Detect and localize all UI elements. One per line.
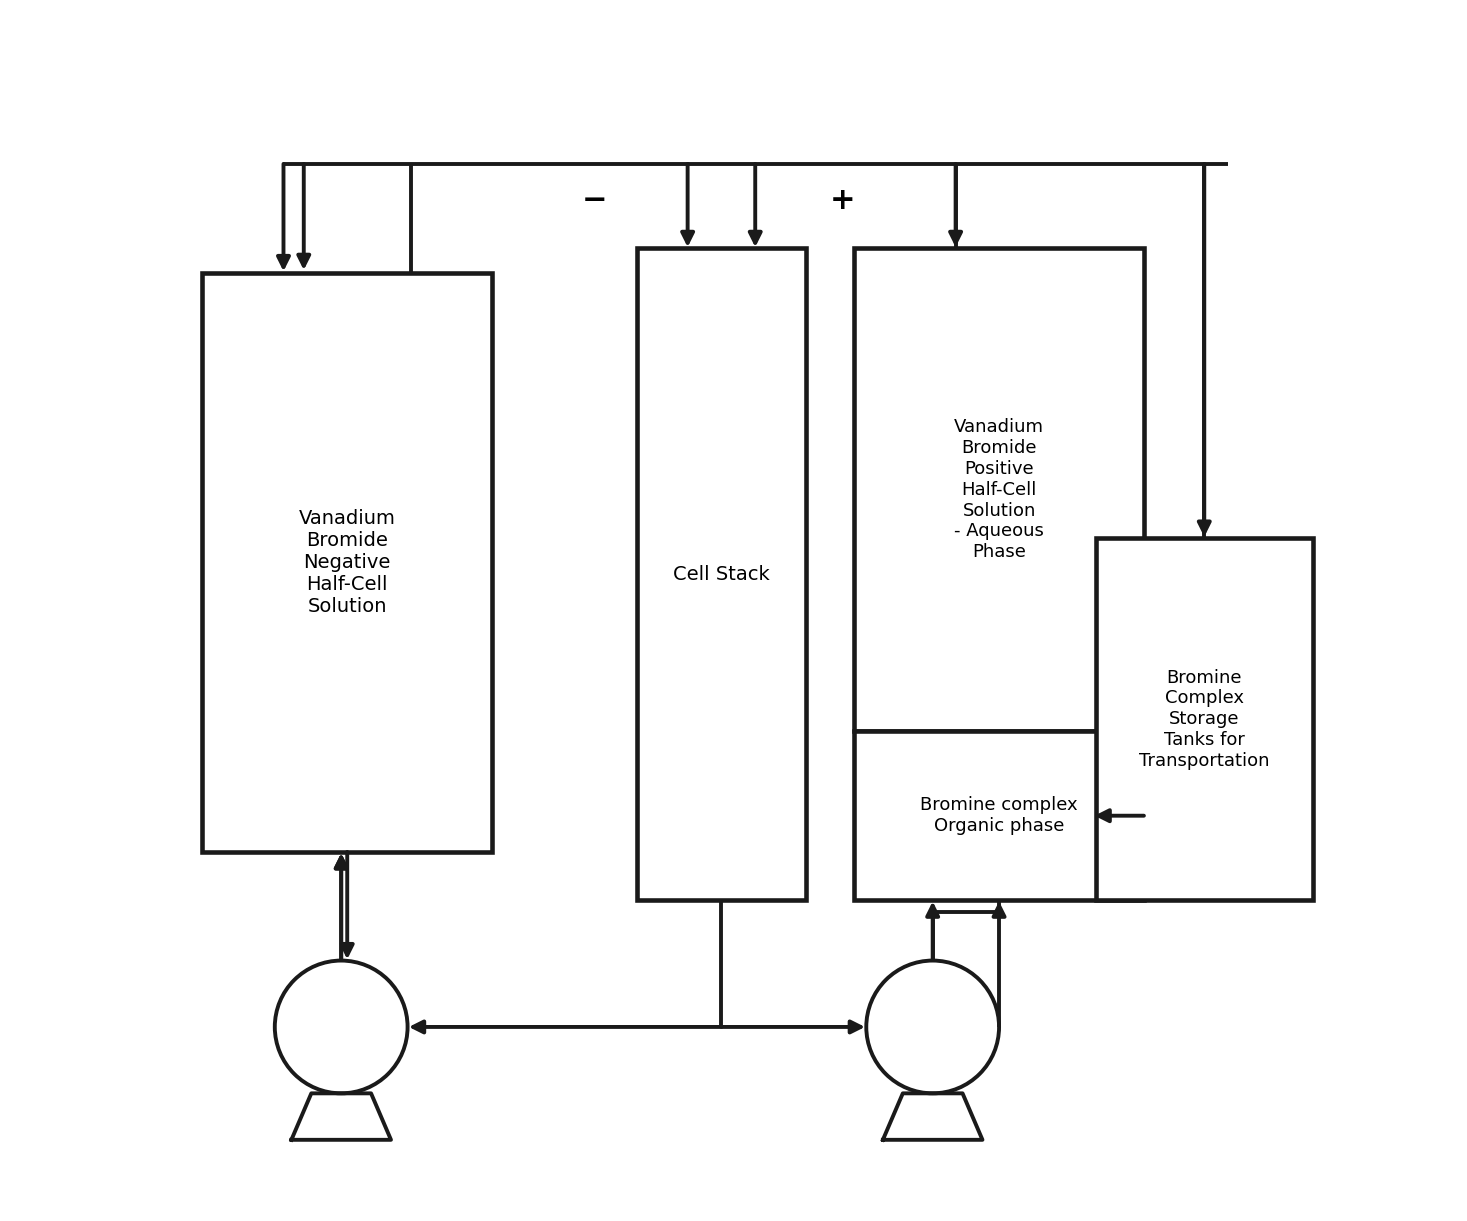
- Text: Bromine complex
Organic phase: Bromine complex Organic phase: [920, 796, 1078, 835]
- FancyBboxPatch shape: [202, 272, 491, 852]
- Text: Bromine
Complex
Storage
Tanks for
Transportation: Bromine Complex Storage Tanks for Transp…: [1138, 669, 1269, 769]
- FancyBboxPatch shape: [854, 731, 1144, 900]
- FancyBboxPatch shape: [1096, 538, 1313, 900]
- Text: Vanadium
Bromide
Positive
Half-Cell
Solution
- Aqueous
Phase: Vanadium Bromide Positive Half-Cell Solu…: [954, 419, 1045, 562]
- Text: −: −: [582, 186, 607, 215]
- Text: +: +: [829, 186, 855, 215]
- Text: Cell Stack: Cell Stack: [673, 565, 770, 584]
- FancyBboxPatch shape: [854, 248, 1144, 731]
- Text: Vanadium
Bromide
Negative
Half-Cell
Solution: Vanadium Bromide Negative Half-Cell Solu…: [299, 509, 396, 615]
- FancyBboxPatch shape: [637, 248, 805, 900]
